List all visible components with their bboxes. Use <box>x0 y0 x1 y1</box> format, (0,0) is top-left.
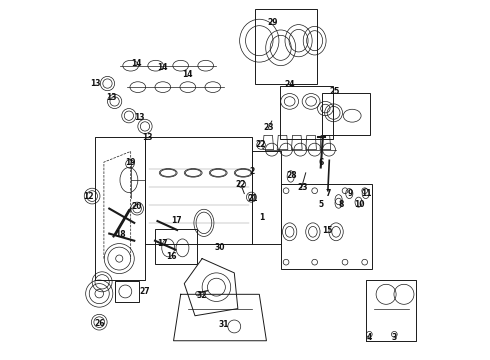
Text: 19: 19 <box>125 158 135 167</box>
Text: 14: 14 <box>158 63 168 72</box>
Text: 28: 28 <box>286 171 297 180</box>
Text: 16: 16 <box>167 252 177 261</box>
Text: 22: 22 <box>236 180 246 189</box>
Text: 22: 22 <box>256 140 267 149</box>
Text: 9: 9 <box>348 189 353 198</box>
Bar <box>280 86 333 139</box>
Text: 10: 10 <box>354 200 365 209</box>
Text: 23: 23 <box>297 183 307 192</box>
Text: 24: 24 <box>284 80 295 89</box>
Text: 31: 31 <box>219 320 229 329</box>
Text: 3: 3 <box>392 333 397 342</box>
Text: 13: 13 <box>91 79 101 88</box>
Text: 32: 32 <box>197 291 207 300</box>
Text: 17: 17 <box>171 216 182 225</box>
Bar <box>155 229 197 264</box>
Bar <box>322 93 370 135</box>
Bar <box>281 184 372 269</box>
Text: 1: 1 <box>260 213 265 222</box>
Text: 5: 5 <box>318 200 323 209</box>
Text: 21: 21 <box>247 194 257 203</box>
Text: 20: 20 <box>132 202 143 211</box>
Text: 25: 25 <box>330 87 340 96</box>
Text: 11: 11 <box>361 189 372 198</box>
Text: 23: 23 <box>263 123 273 132</box>
Text: 29: 29 <box>268 18 278 27</box>
Text: 4: 4 <box>367 333 372 342</box>
Text: 14: 14 <box>183 70 193 79</box>
Text: 12: 12 <box>83 192 94 201</box>
Text: 2: 2 <box>249 167 255 176</box>
Text: 27: 27 <box>139 287 149 296</box>
Bar <box>255 9 317 84</box>
Text: 26: 26 <box>94 319 104 328</box>
Text: 7: 7 <box>325 189 331 198</box>
Text: 30: 30 <box>214 243 224 252</box>
Text: 13: 13 <box>134 113 145 122</box>
Text: 13: 13 <box>143 132 153 141</box>
Text: 17: 17 <box>157 239 168 248</box>
Text: 15: 15 <box>322 226 332 235</box>
Text: 13: 13 <box>106 93 116 102</box>
Text: 18: 18 <box>115 230 126 239</box>
Text: 14: 14 <box>131 59 142 68</box>
Bar <box>115 282 139 302</box>
Text: 8: 8 <box>338 200 343 209</box>
Text: 6: 6 <box>318 158 323 167</box>
